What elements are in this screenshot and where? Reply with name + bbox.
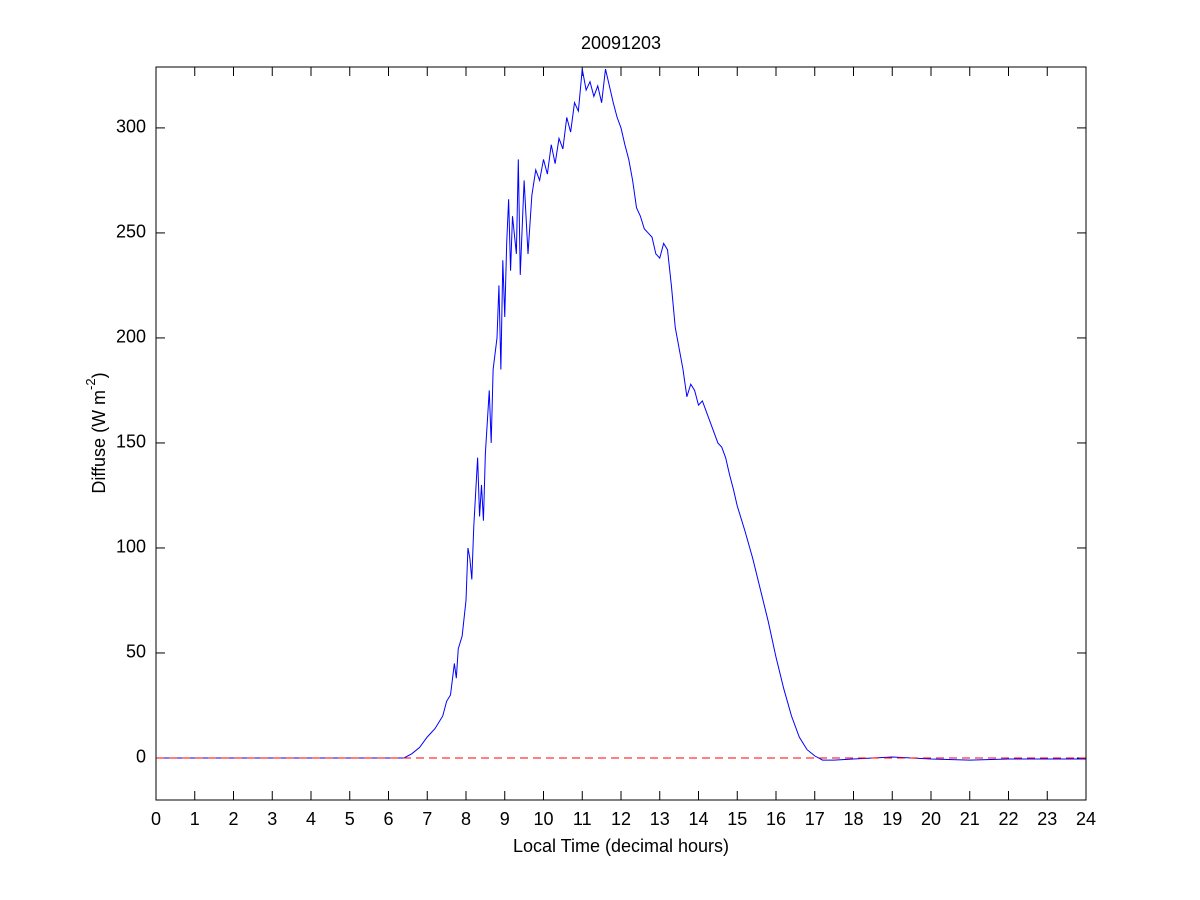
- x-tick-label: 12: [611, 809, 631, 829]
- x-tick-label: 19: [882, 809, 902, 829]
- x-tick-label: 1: [190, 809, 200, 829]
- x-tick-label: 21: [960, 809, 980, 829]
- x-tick-label: 18: [843, 809, 863, 829]
- x-tick-label: 6: [383, 809, 393, 829]
- x-tick-label: 7: [422, 809, 432, 829]
- x-tick-label: 2: [228, 809, 238, 829]
- x-tick-label: 22: [998, 809, 1018, 829]
- plot-frame: [155, 66, 1087, 801]
- x-tick-label: 11: [573, 809, 592, 829]
- y-label-superscript: -2: [83, 378, 98, 390]
- y-label-text: Diffuse (W m: [89, 390, 109, 494]
- x-tick-label: 9: [500, 809, 510, 829]
- x-tick-label: 14: [688, 809, 708, 829]
- y-tick-label: 50: [126, 642, 146, 662]
- y-axis-label: Diffuse (W m-2): [83, 372, 108, 493]
- x-tick-label: 3: [267, 809, 277, 829]
- y-tick-label: 0: [136, 747, 146, 767]
- y-tick-label: 150: [116, 432, 146, 452]
- x-tick-label: 23: [1037, 809, 1057, 829]
- y-tick-label: 200: [116, 327, 146, 347]
- x-tick-label: 13: [650, 809, 670, 829]
- x-tick-label: 24: [1076, 809, 1096, 829]
- y-tick-label: 250: [116, 222, 146, 242]
- x-tick-label: 4: [306, 809, 316, 829]
- y-tick-label: 300: [116, 117, 146, 137]
- data-line: [156, 68, 1086, 761]
- x-tick-label: 10: [533, 809, 553, 829]
- x-axis-label: Local Time (decimal hours): [513, 836, 729, 856]
- x-tick-label: 17: [805, 809, 825, 829]
- y-label-suffix: ): [89, 372, 109, 378]
- x-tick-label: 0: [151, 809, 161, 829]
- x-tick-label: 8: [461, 809, 471, 829]
- x-tick-label: 15: [727, 809, 747, 829]
- x-tick-label: 5: [345, 809, 355, 829]
- y-tick-label: 100: [116, 537, 146, 557]
- x-tick-label: 16: [766, 809, 786, 829]
- chart-title: 20091203: [581, 33, 661, 53]
- x-tick-label: 20: [921, 809, 941, 829]
